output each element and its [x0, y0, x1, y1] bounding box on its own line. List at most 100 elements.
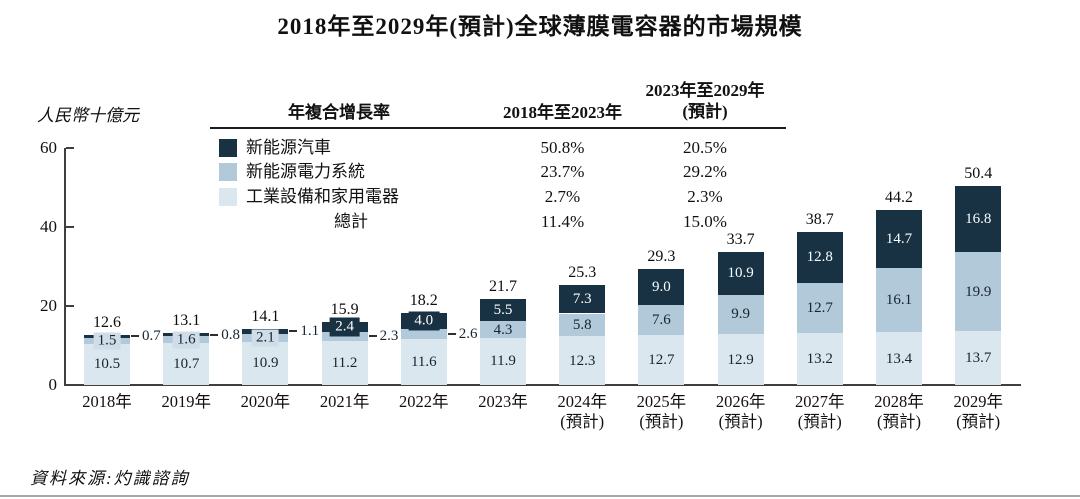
bar-medium-callout-line: [447, 333, 456, 336]
legend-row: 工業設備和家用電器 2.7% 2.3%: [0, 185, 1080, 209]
y-axis-unit-label: 人民幣十億元: [37, 106, 139, 125]
x-axis-category-label: 2024年 (預計): [540, 392, 624, 432]
x-axis-category-year: 2022年: [399, 392, 449, 411]
y-axis-tick: [66, 147, 74, 149]
x-axis-category-year: 2019年: [161, 392, 211, 411]
legend-row-period1-value: 11.4%: [540, 212, 585, 231]
bar-segment-medium: [796, 282, 843, 333]
bar-segment-light: [638, 334, 685, 385]
x-axis-category-forecast: (預計): [956, 412, 1001, 431]
legend-row-period2-value: 15.0%: [683, 212, 727, 231]
bar-total-label: 50.4: [964, 164, 993, 182]
y-axis-tick-label: 20: [40, 296, 57, 315]
x-axis-category-year: 2024年: [557, 392, 607, 411]
y-axis-tick: [66, 226, 74, 228]
bar-light-label: 11.2: [331, 354, 358, 371]
x-axis-category-year: 2021年: [319, 392, 370, 411]
x-axis-category-label: 2026年 (預計): [699, 392, 783, 432]
bar-segment-light: [400, 339, 447, 385]
legend-row-period2-value: 29.2%: [683, 162, 727, 181]
bar-segment-medium: [400, 328, 447, 340]
bar-segment-dark: [876, 210, 922, 269]
bar-segment-medium: [876, 268, 922, 333]
bar-light-label: 10.9: [252, 355, 279, 372]
bar-total-label: 18.2: [409, 292, 438, 310]
bar-medium-label: 12.7: [806, 299, 833, 316]
bar-dark-label: 9.0: [652, 279, 671, 296]
bar-segment-light: [796, 332, 843, 385]
legend-row-period2-value: 2.3%: [687, 187, 723, 206]
legend-row-period1-value: 2.7%: [544, 187, 581, 206]
bar-dark-label: 14.7: [885, 231, 913, 248]
bar-light-label: 13.2: [806, 350, 833, 367]
x-axis-category-forecast: (預計): [560, 412, 605, 431]
bar-segment-light: [717, 334, 764, 385]
legend-header-period2-line2: (預計): [682, 102, 728, 121]
x-axis-category-forecast: (預計): [877, 412, 921, 431]
bar-segment-light: [480, 337, 526, 385]
legend-row-label-total: 總計: [334, 212, 368, 231]
y-axis-tick: [66, 305, 74, 307]
legend-row: 新能源電力系統 23.7% 29.2%: [0, 160, 1080, 184]
bar-medium-label: 7.6: [652, 311, 671, 328]
bar-light-label: 11.9: [490, 353, 516, 370]
y-axis-line: [64, 148, 66, 385]
bar-segment-medium: [955, 252, 1002, 331]
bar-segment-medium: [717, 294, 764, 335]
bar-segment-dark: [480, 299, 526, 321]
bar-light-label: 12.9: [727, 351, 754, 368]
bar-total-label: 15.9: [330, 301, 359, 319]
bar-dark-label: 7.3: [572, 291, 592, 308]
bar-medium-label: 19.9: [965, 283, 992, 300]
bar-dark-overlay-label: 2.4: [329, 317, 360, 337]
y-axis-tick-label: 40: [40, 217, 57, 236]
bar-segment-light: [955, 330, 1002, 385]
source-note: 資料來源:灼識諮詢: [30, 469, 190, 488]
bar-dark-callout-line: [289, 330, 298, 333]
bar-medium-overlay-label: 2.1: [252, 329, 279, 347]
bar-total-label: 14.1: [251, 308, 280, 326]
bar-total-label: 25.3: [568, 263, 597, 281]
legend-row-label: 工業設備和家用電器: [246, 187, 399, 206]
x-axis-category-year: 2023年: [478, 392, 528, 411]
bar-total-label: 38.7: [805, 211, 834, 229]
bar-medium-label: 16.1: [885, 292, 913, 309]
bar-light-label: 13.4: [885, 350, 913, 367]
legend-row: 新能源汽車 50.8% 20.5%: [0, 136, 1080, 160]
bar-total-label: 21.7: [489, 278, 517, 296]
legend-swatch-medium: [219, 163, 237, 181]
bar-segment-dark: [559, 284, 606, 314]
bar-segment-light: [876, 332, 922, 385]
legend-row-period1-value: 23.7%: [540, 162, 585, 181]
bar-segment-medium: [480, 321, 526, 338]
x-axis-category-label: 2021年: [303, 392, 387, 412]
bar-segment-medium: [638, 304, 685, 335]
legend-row: 總計 11.4% 15.0%: [0, 210, 1080, 234]
legend-header-period2-line1: 2023年至2029年: [645, 81, 765, 100]
bar-light-label: 12.7: [648, 351, 675, 368]
legend-header-period2: 2023年至2029年 (預計): [625, 80, 785, 122]
bar-dark-callout-label: 1.1: [300, 323, 320, 340]
x-axis-category-label: 2022年: [382, 392, 466, 412]
y-axis-tick-label: 60: [40, 138, 57, 157]
bar-segment-dark: [638, 269, 685, 305]
bar-segment-light: [84, 343, 130, 385]
bar-medium-label: 4.3: [493, 321, 513, 338]
x-axis-category-year: 2027年: [795, 392, 845, 411]
bar-light-label: 13.7: [965, 349, 992, 366]
bar-dark-callout-label: 0.8: [221, 326, 240, 343]
bar-dark-label: 5.5: [493, 302, 513, 319]
x-axis-category-year: 2028年: [874, 392, 924, 411]
bar-dark-label: 12.8: [806, 249, 833, 266]
bar-segment-light: [321, 340, 368, 385]
legend-row-label: 新能源汽車: [246, 138, 331, 157]
x-axis-category-forecast: (預計): [797, 412, 842, 431]
x-axis-line: [64, 384, 1021, 386]
bar-medium-callout-label: 2.3: [379, 328, 399, 345]
x-axis-category-label: 2029年 (預計): [936, 392, 1020, 432]
x-axis-category-label: 2028年 (預計): [857, 392, 941, 432]
bar-light-label: 10.7: [173, 355, 200, 372]
x-axis-category-year: 2020年: [240, 392, 291, 411]
